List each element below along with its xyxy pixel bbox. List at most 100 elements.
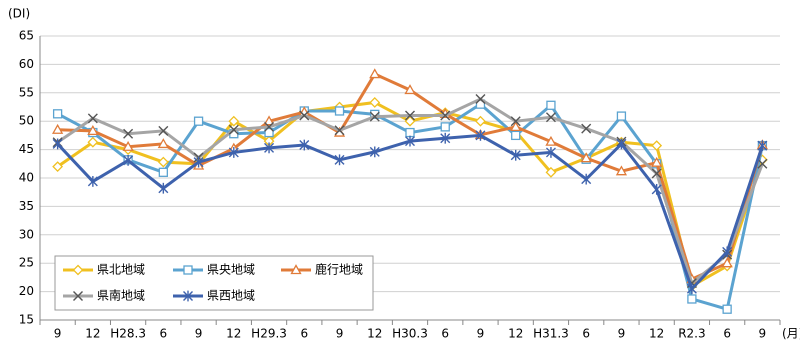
marker-shape <box>158 167 168 177</box>
data-point <box>405 110 415 121</box>
marker-shape <box>183 265 193 275</box>
marker-shape <box>651 168 662 179</box>
data-point <box>263 115 275 126</box>
marker-shape <box>546 100 556 110</box>
marker-shape <box>475 94 486 105</box>
marker-shape <box>545 135 557 146</box>
data-point <box>87 176 98 187</box>
data-point <box>651 140 663 152</box>
data-point <box>405 135 415 147</box>
x-tick-label: 6 <box>582 327 590 341</box>
marker-shape <box>290 264 302 275</box>
data-point <box>193 156 204 168</box>
data-point <box>299 110 310 121</box>
data-point <box>475 94 486 105</box>
data-point <box>369 146 380 158</box>
x-tick-label: 12 <box>85 327 100 341</box>
x-tick-label: 9 <box>54 327 62 341</box>
data-point <box>334 106 345 116</box>
x-tick-label: 6 <box>300 327 308 341</box>
data-point <box>334 154 345 166</box>
data-point <box>299 139 310 151</box>
marker-shape <box>440 110 451 121</box>
marker-shape <box>87 125 99 136</box>
data-point <box>52 123 64 134</box>
data-point <box>158 182 169 194</box>
y-tick-label: 30 <box>19 227 34 241</box>
y-tick-label: 40 <box>19 171 34 185</box>
marker-shape <box>369 111 380 122</box>
data-point <box>369 97 381 108</box>
data-point <box>228 124 239 135</box>
data-point <box>615 165 628 176</box>
x-tick-label: 9 <box>195 327 203 341</box>
x-tick-label: H31.3 <box>533 327 569 341</box>
data-point <box>440 132 451 144</box>
data-point <box>616 111 627 121</box>
marker-shape <box>580 152 592 163</box>
x-tick-label: 12 <box>367 327 382 341</box>
data-point <box>475 130 486 141</box>
legend-box <box>54 255 374 311</box>
data-point <box>123 128 134 139</box>
data-point <box>440 110 451 121</box>
data-point <box>87 125 99 136</box>
marker-shape <box>405 127 415 138</box>
y-tick-label: 45 <box>19 142 34 156</box>
marker-shape <box>228 115 240 127</box>
x-tick-label: 12 <box>508 327 523 341</box>
data-point <box>334 125 345 136</box>
marker-shape <box>158 125 169 136</box>
legend-label: 県央地域 <box>207 263 255 277</box>
data-point <box>757 140 768 152</box>
data-point <box>158 125 169 136</box>
x-tick-label: 12 <box>226 327 241 341</box>
marker-shape <box>404 115 416 127</box>
marker-shape <box>122 140 134 151</box>
y-axis-label: (DI) <box>8 7 30 21</box>
legend-label: 県南地域 <box>97 288 145 303</box>
data-point <box>545 166 557 178</box>
legend-marker <box>183 290 193 302</box>
marker-shape <box>510 121 522 132</box>
data-point <box>157 156 169 168</box>
x-tick-label: 9 <box>618 327 626 341</box>
legend-marker <box>73 291 83 301</box>
marker-shape <box>369 68 381 79</box>
data-point <box>510 116 521 127</box>
x-tick-label: 12 <box>649 327 664 341</box>
marker-shape <box>757 158 768 169</box>
data-point <box>510 149 521 161</box>
data-point <box>722 246 733 258</box>
x-tick-label: 9 <box>336 327 344 341</box>
marker-shape <box>722 304 732 314</box>
data-point <box>370 109 380 120</box>
data-point <box>651 156 663 167</box>
data-point <box>581 173 592 185</box>
marker-shape <box>299 110 310 121</box>
data-point <box>440 122 450 132</box>
x-tick-label: 6 <box>723 327 731 341</box>
marker-shape <box>157 138 169 149</box>
marker-shape <box>511 130 521 141</box>
marker-shape <box>369 97 381 108</box>
marker-shape <box>52 109 63 119</box>
y-tick-label: 50 <box>19 114 34 128</box>
data-point <box>264 127 274 138</box>
data-point <box>651 168 662 179</box>
data-point <box>721 257 733 268</box>
data-point <box>686 283 697 295</box>
marker-shape <box>52 123 64 134</box>
marker-shape <box>405 110 415 121</box>
marker-shape <box>545 166 557 178</box>
x-tick-label: 9 <box>759 327 767 341</box>
marker-shape <box>123 128 134 139</box>
y-tick-label: 65 <box>19 29 34 43</box>
data-point <box>157 138 169 149</box>
data-point <box>193 116 204 126</box>
data-point <box>581 123 592 134</box>
data-point <box>757 158 768 169</box>
data-point <box>475 115 486 127</box>
marker-shape <box>370 109 380 120</box>
